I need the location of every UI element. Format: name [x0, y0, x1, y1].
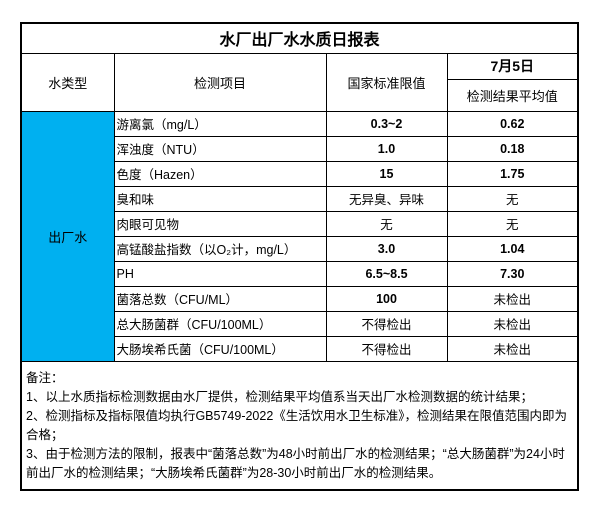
water-quality-report-table: 水厂出厂水水质日报表 水类型 检测项目 国家标准限值 7月5日 检测结果平均值 … [20, 22, 580, 491]
result-cell: 0.18 [446, 135, 579, 162]
item-cell: 色度（Hazen） [113, 160, 327, 187]
result-cell: 0.62 [446, 110, 579, 137]
table-row: 臭和味 无异臭、异味 无 [21, 185, 579, 212]
item-cell: PH [113, 260, 327, 287]
result-cell: 无 [446, 185, 579, 212]
limit-cell: 3.0 [325, 235, 448, 262]
result-cell: 无 [446, 210, 579, 237]
table-row: 高锰酸盐指数（以O₂计，mg/L） 3.0 1.04 [21, 235, 579, 262]
item-cell: 肉眼可见物 [113, 210, 327, 237]
table-row: 菌落总数（CFU/ML） 100 未检出 [21, 285, 579, 312]
item-cell: 菌落总数（CFU/ML） [113, 285, 327, 312]
notes-cell: 备注： 1、以上水质指标检测数据由水厂提供，检测结果平均值系当天出厂水检测数据的… [20, 360, 579, 491]
col-header-water-type: 水类型 [20, 52, 115, 112]
limit-cell: 无 [325, 210, 448, 237]
table-row: PH 6.5~8.5 7.30 [21, 260, 579, 287]
water-type-cell: 出厂水 [20, 110, 115, 362]
limit-cell: 15 [325, 160, 448, 187]
report-title: 水厂出厂水水质日报表 [20, 22, 579, 54]
note-line-3: 3、由于检测方法的限制，报表中“菌落总数”为48小时前出厂水的检测结果；“总大肠… [26, 446, 565, 480]
item-cell: 高锰酸盐指数（以O₂计，mg/L） [113, 235, 327, 262]
item-cell: 总大肠菌群（CFU/100ML） [113, 310, 327, 337]
col-header-date: 7月5日 [446, 52, 579, 80]
result-cell: 未检出 [446, 335, 579, 362]
limit-cell: 无异臭、异味 [325, 185, 448, 212]
result-cell: 1.75 [446, 160, 579, 187]
table-row: 肉眼可见物 无 无 [21, 210, 579, 237]
result-cell: 1.04 [446, 235, 579, 262]
limit-cell: 0.3~2 [325, 110, 448, 137]
item-cell: 游离氯（mg/L） [113, 110, 327, 137]
table-row: 大肠埃希氏菌（CFU/100ML） 不得检出 未检出 [21, 335, 579, 362]
item-cell: 浑浊度（NTU） [113, 135, 327, 162]
result-cell: 未检出 [446, 285, 579, 312]
col-header-result-average: 检测结果平均值 [446, 78, 579, 112]
limit-cell: 不得检出 [325, 310, 448, 337]
note-line-2: 2、检测指标及指标限值均执行GB5749-2022《生活饮用水卫生标准》，检测结… [26, 408, 568, 442]
table-row: 色度（Hazen） 15 1.75 [21, 160, 579, 187]
col-header-standard-limit: 国家标准限值 [325, 52, 448, 112]
note-line-1: 1、以上水质指标检测数据由水厂提供，检测结果平均值系当天出厂水检测数据的统计结果… [26, 389, 533, 404]
limit-cell: 100 [325, 285, 448, 312]
col-header-test-item: 检测项目 [113, 52, 327, 112]
table-row: 总大肠菌群（CFU/100ML） 不得检出 未检出 [21, 310, 579, 337]
result-cell: 7.30 [446, 260, 579, 287]
table-row: 出厂水 游离氯（mg/L） 0.3~2 0.62 [20, 110, 579, 362]
item-cell: 大肠埃希氏菌（CFU/100ML） [113, 335, 327, 362]
notes-label: 备注： [26, 370, 64, 385]
item-cell: 臭和味 [113, 185, 327, 212]
limit-cell: 6.5~8.5 [325, 260, 448, 287]
result-cell: 未检出 [446, 310, 579, 337]
limit-cell: 1.0 [325, 135, 448, 162]
limit-cell: 不得检出 [325, 335, 448, 362]
table-row: 浑浊度（NTU） 1.0 0.18 [21, 135, 579, 162]
